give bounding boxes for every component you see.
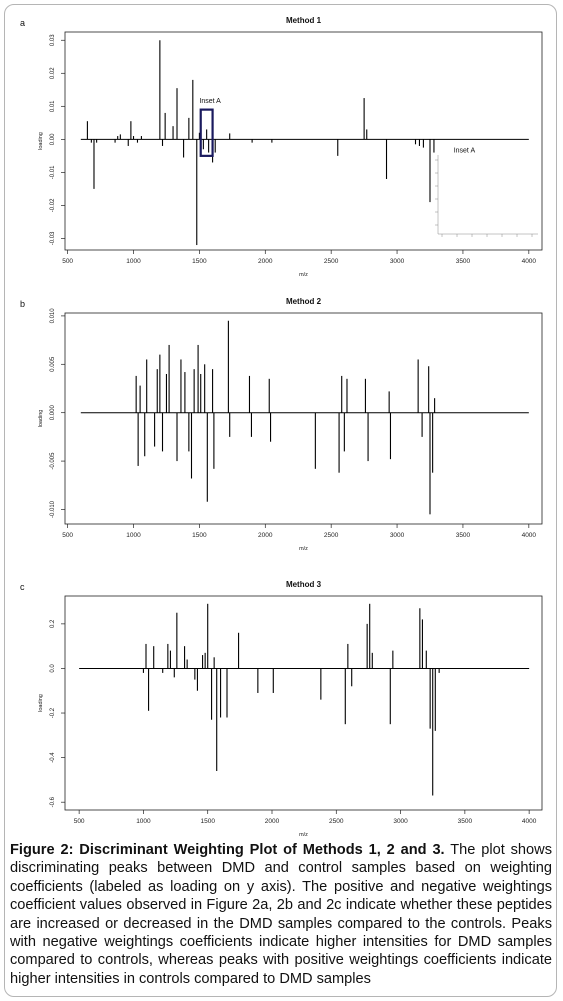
x-tick-label: 500 [62,258,73,265]
panel-letter: c [20,582,25,592]
y-tick-label: 0.00 [50,133,56,145]
y-tick-label: -0.02 [50,198,56,212]
x-tick-label: 1000 [126,258,141,265]
panel-letter: a [20,18,25,28]
chart-panel-b: b Method 2 500 1000 1500 2000 2500 3000 3500 4000… [8,292,556,562]
y-axis-label: loading [38,132,44,150]
y-tick-label: 0.000 [50,405,56,421]
chart-panel-a: a Method 1 500 1000 1500 2000 2500 3000 3500 4000… [8,10,556,282]
x-tick-label: 2000 [265,818,280,825]
y-tick-label: 0.0 [50,664,56,673]
x-tick-label: 2500 [329,818,344,825]
x-axis-label: m/z [299,272,308,278]
x-tick-label: 2000 [258,258,273,265]
caption-title: Figure 2: Discriminant Weighting Plot of… [10,842,445,858]
x-tick-label: 1000 [136,818,151,825]
inset-box [199,108,214,157]
chart-panel-c: c Method 3 500 1000 1500 2000 2500 3000 3500 4000… [8,572,556,838]
chart-svg: c Method 3 500 1000 1500 2000 2500 3000 3500 4000… [20,580,543,838]
y-axis-label: loading [38,694,44,712]
x-axis-label: m/z [299,546,308,552]
x-tick-label: 1000 [126,532,141,539]
y-tick-label: 0.005 [50,356,56,372]
y-tick-label: -0.6 [50,796,56,807]
y-tick-label: 0.01 [50,100,56,112]
y-tick-label: -0.4 [50,752,56,763]
caption-body: The plot shows discriminating peaks betw… [10,842,553,987]
x-tick-label: 1500 [192,532,207,539]
x-tick-label: 4000 [522,258,537,265]
x-tick-label: 2500 [324,532,339,539]
y-tick-label: 0.03 [50,34,56,46]
x-tick-label: 500 [74,818,85,825]
x-tick-label: 1500 [192,258,207,265]
x-tick-label: 3000 [390,532,405,539]
y-axis-label: loading [38,410,44,428]
x-tick-label: 1500 [200,818,215,825]
y-tick-label: -0.010 [50,500,56,518]
chart-title: Method 1 [286,16,322,25]
y-tick-label: -0.03 [50,231,56,245]
y-tick-label: -0.01 [50,165,56,179]
y-tick-label: 0.010 [50,308,56,324]
plot-frame [64,595,543,811]
x-tick-label: 4000 [522,532,537,539]
x-tick-label: 4000 [522,818,537,825]
x-tick-label: 3000 [390,258,405,265]
x-axis-label: m/z [299,832,308,838]
annotation-label: Inset A [454,148,476,155]
figure-caption: Figure 2: Discriminant Weighting Plot of… [10,841,552,988]
chart-svg: b Method 2 500 1000 1500 2000 2500 3000 3500 4000… [20,297,543,552]
figure-frame [4,4,557,997]
x-tick-label: 3000 [393,818,408,825]
x-tick-label: 3500 [458,818,473,825]
plot-frame [64,312,543,525]
y-tick-label: 0.02 [50,67,56,79]
plot-frame [64,31,543,251]
chart-title: Method 3 [286,580,322,589]
chart-svg: a Method 1 500 1000 1500 2000 2500 3000 3500 4000… [20,16,543,278]
y-tick-label: -0.2 [50,707,56,718]
annotation-label: Inset A [199,98,221,105]
x-tick-label: 2000 [258,532,273,539]
x-tick-label: 2500 [324,258,339,265]
x-tick-label: 3500 [456,258,471,265]
x-tick-label: 3500 [456,532,471,539]
chart-title: Method 2 [286,297,322,306]
panel-letter: b [20,299,25,309]
y-tick-label: 0.2 [50,619,56,628]
y-tick-label: -0.005 [50,452,56,470]
x-tick-label: 500 [62,532,73,539]
